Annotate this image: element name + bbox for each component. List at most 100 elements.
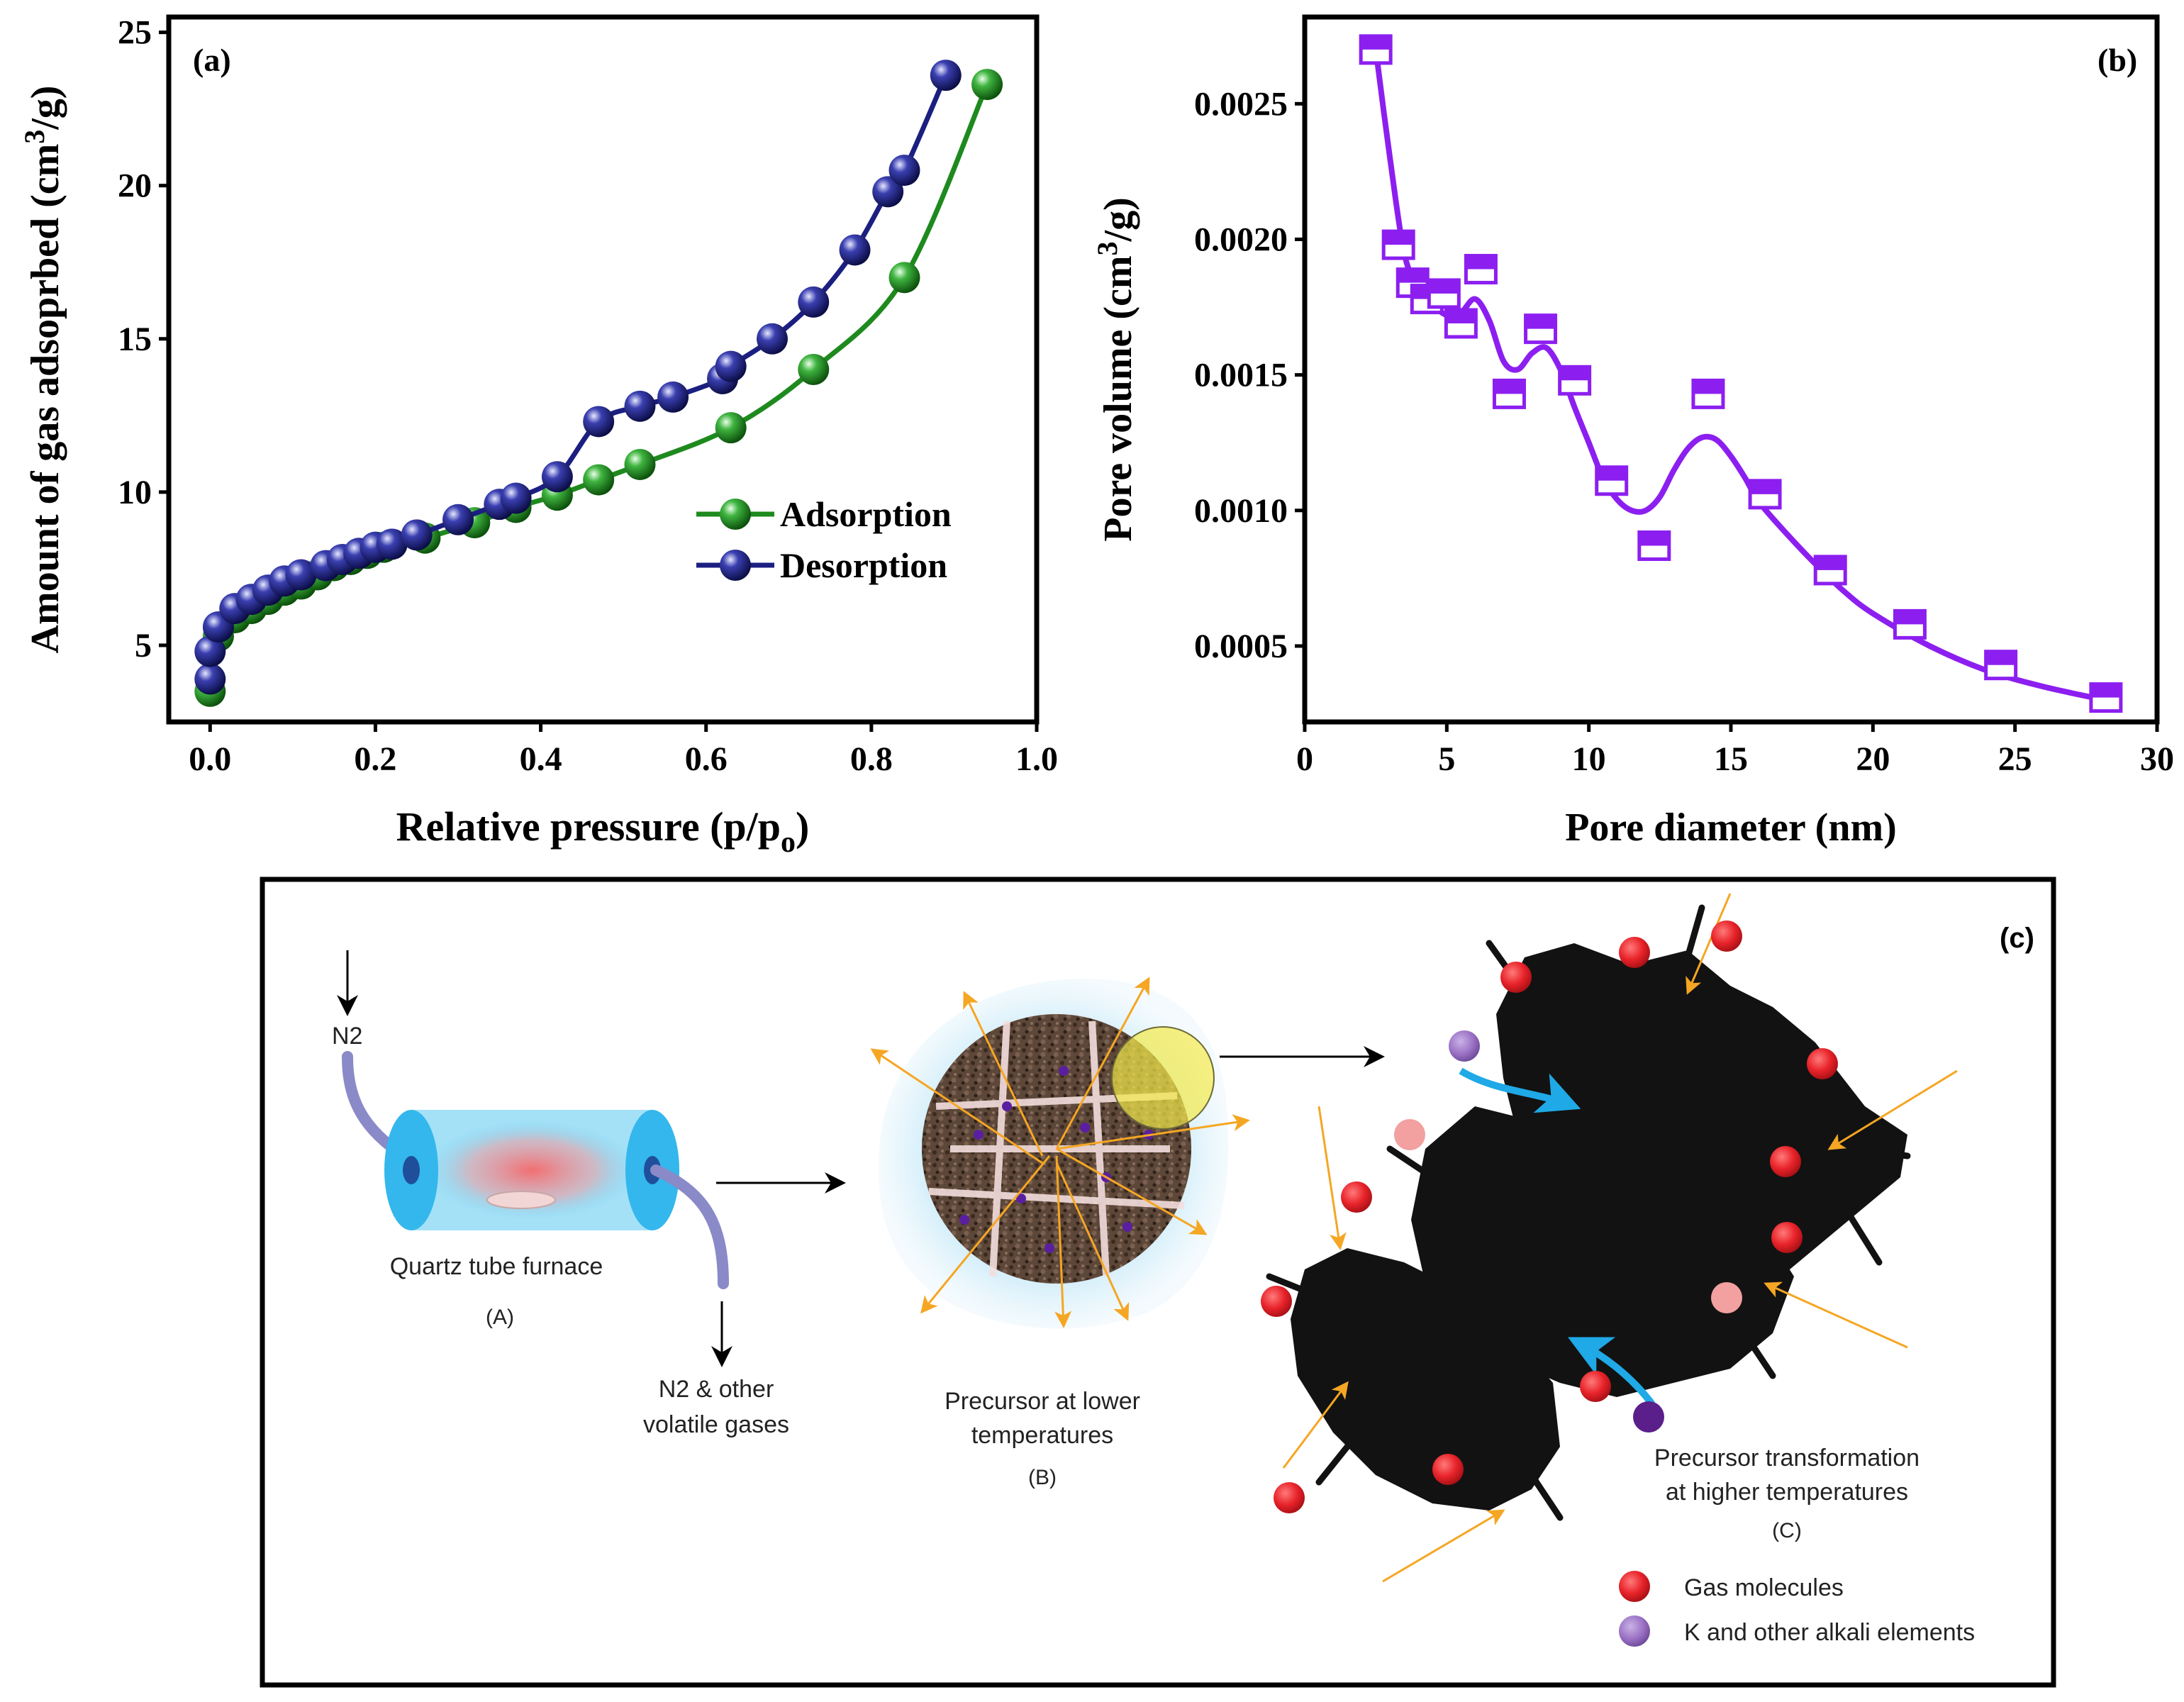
data-point-adsorption bbox=[715, 412, 747, 444]
data-point-fill bbox=[1446, 310, 1476, 324]
panel-c-schematic: (c) N2 Quartz tube furnace (A) N2 & othe… bbox=[260, 877, 2056, 1688]
precursor-low-id: (B) bbox=[1028, 1466, 1057, 1489]
legend-gas-marker bbox=[1619, 1571, 1650, 1602]
data-point-desorption bbox=[657, 381, 689, 413]
data-point-desorption bbox=[756, 323, 788, 355]
data-point-desorption bbox=[194, 635, 226, 667]
panel-b-label: (b) bbox=[2097, 42, 2137, 78]
data-point-adsorption bbox=[888, 262, 920, 294]
data-point-fill bbox=[1494, 380, 1525, 394]
data-point-desorption bbox=[839, 234, 871, 266]
x-tick-label: 30 bbox=[2140, 740, 2174, 778]
data-point bbox=[1359, 34, 1393, 65]
precursor-gas-arrows bbox=[870, 977, 1250, 1328]
plot-frame bbox=[166, 14, 1040, 725]
y-axis-label: Amount of gas adsoprbed (cm3/g) bbox=[18, 86, 67, 654]
data-point bbox=[1492, 378, 1526, 409]
blue-flow-arrow-1 bbox=[1459, 1067, 1581, 1113]
data-point-fill bbox=[1361, 35, 1391, 50]
zoom-circle bbox=[1111, 1026, 1215, 1130]
precursor-low-temp: Precursor at lower temperatures (B) bbox=[870, 977, 1250, 1489]
y-tick-label: 5 bbox=[135, 627, 152, 664]
data-point-adsorption bbox=[798, 354, 830, 385]
x-tick-label: 1.0 bbox=[1015, 740, 1058, 778]
data-point bbox=[1464, 254, 1498, 285]
outlet-tube bbox=[650, 1164, 729, 1289]
legend-marker bbox=[720, 499, 751, 530]
y-tick-label: 0.0005 bbox=[1194, 628, 1288, 665]
panel-a-label: (a) bbox=[193, 42, 231, 78]
quartz-tube-furnace: N2 Quartz tube furnace (A) N2 & other vo… bbox=[332, 950, 789, 1438]
precursor-high-label-2: at higher temperatures bbox=[1666, 1479, 1908, 1506]
precursor-low-label-2: temperatures bbox=[971, 1422, 1113, 1449]
data-point-fill bbox=[1693, 380, 1723, 394]
x-tick-label: 0 bbox=[1296, 740, 1313, 778]
data-point-fill bbox=[1466, 255, 1496, 269]
furnace-label: Quartz tube furnace bbox=[390, 1253, 603, 1280]
y-tick-label: 0.0010 bbox=[1194, 492, 1288, 530]
data-point-desorption bbox=[872, 176, 904, 208]
panel-b-pore-distribution: 0 5 10 15 20 25 30 0.0005 0.0010 0.0015 0.0020 0.00… bbox=[1091, 14, 2174, 850]
data-point-fill bbox=[1596, 467, 1627, 481]
x-tick-label: 0.6 bbox=[685, 740, 728, 778]
data-point bbox=[1427, 278, 1461, 309]
data-point-desorption bbox=[798, 286, 830, 318]
data-point-fill bbox=[1750, 480, 1781, 494]
y-tick-label: 20 bbox=[118, 167, 152, 205]
carbon-gas-arrows bbox=[1282, 893, 1958, 1583]
carbon-flakes bbox=[1291, 943, 1907, 1511]
y-tick-label: 0.0020 bbox=[1194, 221, 1288, 258]
outlet-label-1: N2 & other bbox=[659, 1376, 774, 1403]
x-tick-label: 0.2 bbox=[354, 740, 396, 778]
x-tick-label: 0.8 bbox=[850, 740, 893, 778]
x-axis-label: Relative pressure (p/po) bbox=[396, 803, 810, 859]
y-tick-label: 10 bbox=[118, 474, 152, 511]
data-point-fill bbox=[1815, 556, 1846, 570]
precursor-high-temp: Precursor transformation at higher tempe… bbox=[1261, 893, 1958, 1583]
furnace-id: (A) bbox=[486, 1306, 514, 1329]
panel-c-legend: Gas molecules K and other alkali element… bbox=[1619, 1571, 1975, 1647]
data-point bbox=[1691, 378, 1725, 409]
x-axis-label: Pore diameter (nm) bbox=[1565, 806, 1897, 850]
legend-alkali-marker bbox=[1619, 1615, 1650, 1647]
data-point bbox=[2089, 682, 2123, 713]
legend-marker bbox=[720, 550, 751, 581]
precursor-cracks bbox=[928, 1020, 1185, 1277]
x-tick-label: 25 bbox=[1998, 740, 2032, 778]
data-point-desorption bbox=[285, 559, 317, 591]
data-point-desorption bbox=[376, 528, 408, 560]
alkali-atoms bbox=[1449, 1030, 1664, 1433]
data-point-fill bbox=[2090, 684, 2121, 698]
gas-molecules bbox=[1261, 920, 1838, 1513]
y-axis-label: Pore volume (cm3/g) bbox=[1091, 197, 1140, 541]
x-tick-label: 0.4 bbox=[520, 740, 562, 778]
data-point-fill bbox=[1559, 367, 1590, 381]
data-point bbox=[1813, 555, 1847, 586]
panel-c-label: (c) bbox=[2000, 923, 2034, 954]
n2-inlet-label: N2 bbox=[332, 1023, 362, 1050]
panel-a-isotherm: 0.0 0.2 0.4 0.6 0.8 1.0 5 10 15 20 25 (a) Relative p… bbox=[18, 14, 1058, 859]
legend-gas-label: Gas molecules bbox=[1684, 1574, 1844, 1601]
data-point bbox=[1984, 650, 2018, 681]
data-point-fill bbox=[1639, 532, 1669, 546]
precursor-high-label-1: Precursor transformation bbox=[1654, 1445, 1920, 1472]
y-tick-label: 25 bbox=[118, 14, 152, 52]
y-tick-label: 15 bbox=[118, 321, 152, 358]
series-line-adsorption bbox=[207, 83, 990, 692]
data-point-fill bbox=[1429, 279, 1459, 294]
data-point bbox=[1444, 308, 1478, 339]
x-tick-label: 0.0 bbox=[189, 740, 231, 778]
data-point-desorption bbox=[541, 461, 573, 493]
y-tick-label: 0.0015 bbox=[1194, 357, 1288, 394]
data-point bbox=[1524, 313, 1558, 345]
panel-c-frame bbox=[260, 877, 2056, 1688]
blue-flow-arrow-2 bbox=[1568, 1337, 1655, 1407]
data-point bbox=[1381, 229, 1415, 260]
data-point bbox=[1637, 530, 1671, 561]
data-point-adsorption bbox=[624, 448, 656, 480]
furnace-glow bbox=[425, 1120, 638, 1220]
data-point-fill bbox=[1985, 651, 2016, 665]
data-point-desorption bbox=[888, 155, 920, 187]
data-point-adsorption bbox=[583, 464, 615, 496]
